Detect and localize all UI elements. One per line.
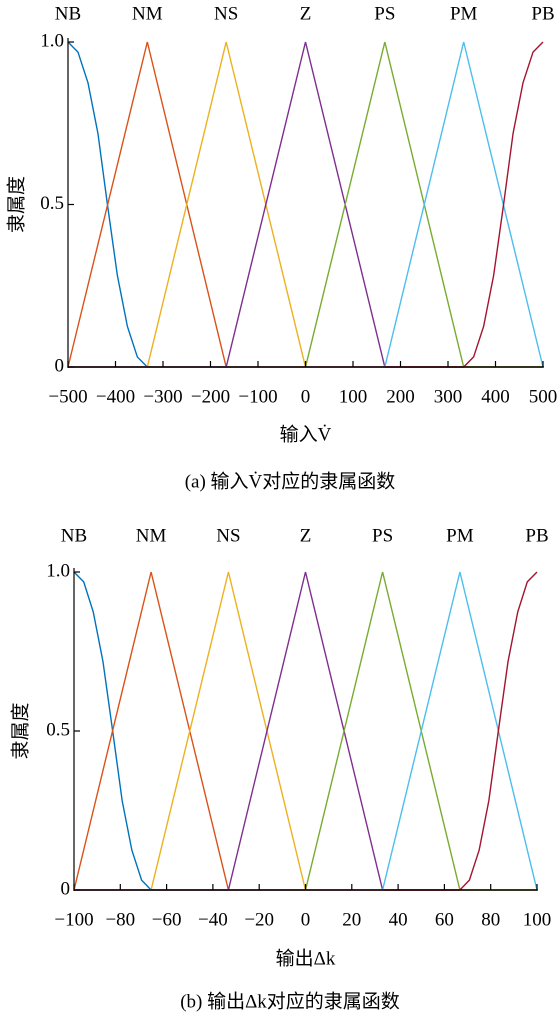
y-tick-label: 1.0 <box>46 560 70 581</box>
series-label: NB <box>61 525 87 546</box>
membership-line <box>74 571 537 891</box>
membership-line <box>68 41 543 368</box>
y-tick-label: 0.5 <box>40 193 64 214</box>
x-tick-label: 500 <box>529 386 558 407</box>
membership-line <box>74 571 537 891</box>
x-axis-label: 输入V̇ <box>280 423 332 446</box>
x-tick-label: −100 <box>238 386 277 407</box>
y-tick-label: 1.0 <box>40 30 64 51</box>
x-tick-label: 40 <box>389 909 408 930</box>
x-tick-label: −40 <box>198 909 228 930</box>
membership-line <box>74 571 537 891</box>
caption: (a) 输入V̇对应的隶属函数 <box>185 470 396 493</box>
membership-line <box>74 571 538 891</box>
y-axis-label: 隶属度 <box>9 702 31 759</box>
x-tick-label: 400 <box>481 386 510 407</box>
series-label: NS <box>216 525 240 546</box>
x-tick-label: −20 <box>244 909 274 930</box>
series-label: Z <box>300 3 312 24</box>
x-tick-label: −60 <box>152 909 182 930</box>
membership-line <box>73 571 537 891</box>
x-axis-label: 输出Δk <box>276 947 336 969</box>
x-tick-label: 100 <box>339 386 368 407</box>
series-label: PS <box>372 525 393 546</box>
y-tick-label: 0.5 <box>46 719 70 740</box>
x-tick-label: −400 <box>96 386 135 407</box>
x-tick-label: 300 <box>434 386 463 407</box>
y-tick-label: 0 <box>55 355 65 376</box>
membership-line <box>67 41 543 368</box>
x-tick-label: 0 <box>301 909 311 930</box>
y-axis-label: 隶属度 <box>5 176 27 233</box>
membership-line <box>68 41 544 368</box>
caption: (b) 输出Δk对应的隶属函数 <box>180 990 400 1012</box>
x-tick-label: −100 <box>54 909 93 930</box>
series-label: NS <box>214 3 238 24</box>
x-tick-label: −300 <box>143 386 182 407</box>
series-label: PM <box>450 3 478 24</box>
series-label: NB <box>55 3 81 24</box>
x-tick-label: 100 <box>523 909 552 930</box>
membership-line <box>68 41 543 368</box>
series-label: PS <box>374 3 395 24</box>
membership-line <box>68 41 543 368</box>
series-label: NM <box>132 3 163 24</box>
series-label: PB <box>531 3 554 24</box>
series-label: Z <box>300 525 312 546</box>
series-label: PB <box>525 525 548 546</box>
membership-line <box>67 41 543 368</box>
x-tick-label: 60 <box>435 909 454 930</box>
x-tick-label: 20 <box>342 909 361 930</box>
x-tick-label: 200 <box>386 386 415 407</box>
membership-line <box>68 41 544 368</box>
membership-line <box>74 571 538 891</box>
x-tick-label: 80 <box>481 909 500 930</box>
x-tick-label: −500 <box>48 386 87 407</box>
series-label: PM <box>446 525 474 546</box>
membership-line <box>73 571 537 891</box>
x-tick-label: −200 <box>191 386 230 407</box>
series-label: NM <box>136 525 167 546</box>
x-tick-label: −80 <box>105 909 135 930</box>
x-tick-label: 0 <box>301 386 311 407</box>
y-tick-label: 0 <box>61 878 71 899</box>
